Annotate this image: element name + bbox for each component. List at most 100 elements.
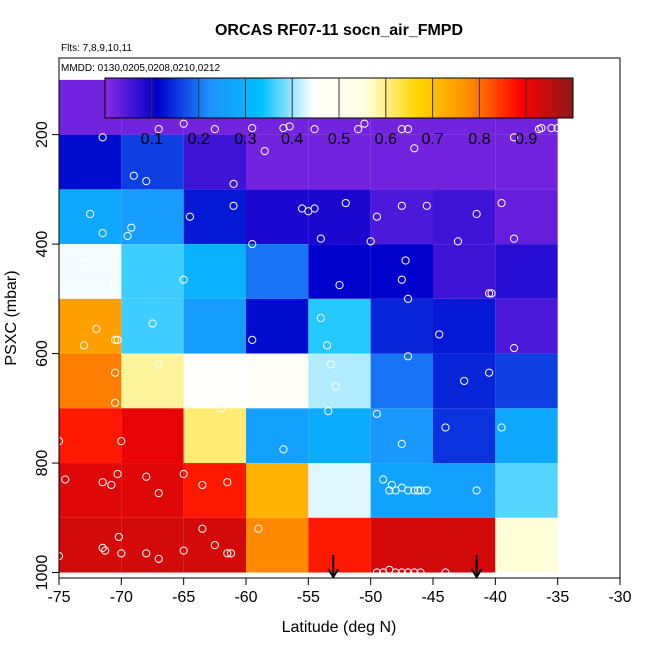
heatmap-cell: [121, 353, 184, 409]
heatmap-cell: [370, 408, 433, 464]
x-tick-label: -40: [484, 589, 507, 606]
heatmap-cell: [308, 134, 371, 190]
observation-point: [360, 119, 369, 128]
observation-point: [537, 123, 546, 133]
observation-point: [279, 123, 288, 133]
x-tick-label: -55: [297, 589, 320, 606]
x-tick-label: -35: [546, 589, 569, 606]
heatmap-cell: [246, 408, 309, 464]
heatmap-cell: [495, 298, 558, 354]
heatmap-cell: [308, 463, 371, 518]
heatmap-cell: [59, 244, 122, 299]
colorbar-tick-label: 0.3: [234, 131, 256, 148]
heatmap-cell: [433, 408, 496, 464]
observation-point: [403, 568, 413, 577]
observation-point: [123, 231, 132, 240]
observation-point: [154, 360, 163, 369]
heatmap-cell: [59, 463, 122, 518]
observation-point: [79, 259, 89, 268]
observation-point: [111, 368, 120, 377]
heatmap-cell: [370, 517, 433, 573]
observation-point: [385, 486, 394, 495]
observation-point: [154, 125, 163, 134]
observation-point: [485, 368, 494, 377]
observation-point: [403, 294, 413, 303]
observation-point: [185, 212, 194, 221]
observation-point: [226, 549, 236, 558]
heatmap-cell: [246, 517, 309, 573]
observation-point: [416, 568, 425, 577]
heatmap-cell: [370, 353, 433, 409]
observation-point: [322, 341, 332, 350]
heatmap-cell: [433, 189, 496, 245]
observation-point: [223, 478, 232, 487]
observation-point: [341, 198, 350, 208]
heatmap-cell: [246, 353, 309, 409]
observation-point: [509, 344, 519, 353]
observation-point: [435, 330, 444, 339]
observation-point: [285, 122, 294, 131]
observation-point: [79, 341, 89, 350]
observation-point: [113, 469, 122, 479]
observation-point: [335, 281, 344, 290]
x-axis: -75 -70 -65 -60 -55 -50 -45 -40 -35 -30: [47, 578, 632, 606]
observation-point: [248, 335, 257, 344]
observation-point: [403, 352, 413, 361]
heatmap-cell: [59, 189, 122, 245]
observation-point: [497, 423, 506, 432]
heatmap-cell: [433, 353, 496, 409]
heatmap-cell: [121, 408, 184, 464]
heatmap-cell: [246, 244, 309, 299]
heatmap-cell: [121, 463, 184, 518]
observation-point: [485, 289, 494, 298]
heatmap-cell: [433, 463, 496, 518]
heatmap-cell: [495, 517, 558, 573]
observation-point: [460, 376, 469, 386]
heatmap-cell: [433, 298, 496, 354]
observation-point: [509, 234, 519, 243]
observation-point: [142, 177, 151, 186]
heatmap-cell: [433, 134, 496, 190]
heatmap-cell: [370, 298, 433, 354]
arrow-head: [327, 568, 340, 579]
observation-point: [92, 324, 101, 334]
observation-point: [107, 480, 116, 490]
colorbar-tick-label: 0.7: [421, 131, 443, 148]
observation-point: [198, 480, 207, 490]
observation-point: [472, 209, 481, 219]
observation-point: [401, 256, 410, 265]
observation-point: [98, 478, 107, 487]
observation-point: [397, 125, 406, 134]
heatmap-cell: [308, 517, 371, 573]
heatmap-cell: [308, 353, 371, 409]
heatmap-cell: [246, 134, 309, 190]
heatmap-cell: [308, 244, 371, 299]
heatmap-cell: [59, 517, 122, 573]
heatmap-cell: [183, 408, 246, 464]
observation-point: [397, 201, 406, 210]
observation-point: [248, 123, 257, 133]
heatmap-cells: [59, 79, 558, 573]
x-tick-label: -60: [234, 589, 257, 606]
heatmap-cell: [183, 134, 246, 190]
observation-point: [410, 568, 419, 577]
observation-point: [422, 201, 431, 210]
dates-label: MMDD: 0130,0205,0208,0210,0212: [61, 63, 220, 74]
colorbar-tick-label: 0.6: [375, 131, 397, 148]
observation-point: [553, 123, 562, 133]
heatmap-cell: [59, 298, 122, 354]
observation-point: [98, 543, 107, 552]
observation-point: [324, 406, 333, 416]
heatmap-cell: [370, 463, 433, 518]
heatmap-cell: [246, 189, 309, 245]
observation-point: [223, 549, 232, 558]
observation-point: [114, 532, 123, 542]
observation-point: [497, 198, 506, 208]
observation-point: [372, 212, 381, 221]
colorbar-ticks: 0.1 0.2 0.3 0.4 0.5 0.6 0.7 0.8 0.9: [141, 78, 537, 148]
observation-point: [117, 549, 126, 558]
observation-points: [54, 119, 562, 577]
y-axis: 200 400 600 800 1000: [34, 121, 59, 590]
observation-point: [61, 475, 70, 484]
heatmap-cell: [121, 244, 184, 299]
